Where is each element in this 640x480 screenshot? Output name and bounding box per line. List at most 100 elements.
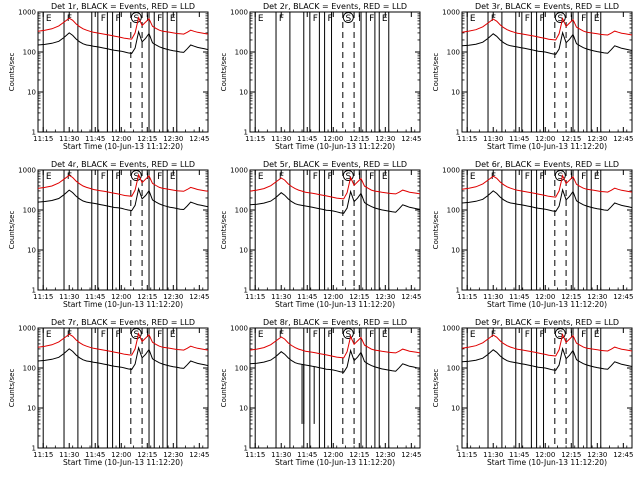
x-tick-label: 11:45 <box>509 451 529 459</box>
y-tick-label: 10 <box>451 405 460 413</box>
x-tick-label: 12:00 <box>111 135 131 143</box>
x-tick-label: 11:45 <box>85 135 105 143</box>
event-marker-label: E <box>170 330 176 340</box>
event-marker-label: E <box>258 330 264 340</box>
y-axis-label: Counts/sec <box>8 211 16 250</box>
y-tick-label: 10 <box>239 247 248 255</box>
x-tick-label: 11:30 <box>59 135 79 143</box>
plot-frame <box>37 327 209 449</box>
panel-1: Det 1r, BLACK = Events, RED = LLD 1 10 100 1… <box>8 2 209 151</box>
y-tick-label: 10 <box>27 405 36 413</box>
x-tick-label: 11:15 <box>33 135 53 143</box>
event-marker-label: F <box>525 14 530 24</box>
event-marker-label: F <box>115 330 120 340</box>
event-marker-label: F <box>581 330 586 340</box>
x-tick-label: 11:15 <box>457 293 477 301</box>
panel-7: Det 7r, BLACK = Events, RED = LLD 1 10 100 1… <box>8 318 209 467</box>
x-tick-label: 12:00 <box>323 451 343 459</box>
x-tick-label: 12:45 <box>613 135 633 143</box>
event-marker-label: I <box>358 14 361 24</box>
saa-circle <box>554 170 566 181</box>
x-tick-label: 11:15 <box>245 293 265 301</box>
event-marker-label: E <box>258 14 264 24</box>
x-axis-label: Start Time (10-Jun-13 11:12:20) <box>275 142 395 151</box>
y-tick-label: 1000 <box>230 325 248 333</box>
event-marker-label: E <box>258 172 264 182</box>
y-tick-label: 1000 <box>18 9 36 17</box>
y-tick-label: 1 <box>32 445 36 453</box>
y-tick-label: 100 <box>235 49 248 57</box>
plot-frame <box>461 11 633 133</box>
event-marker-label: F <box>539 172 544 182</box>
x-tick-label: 12:15 <box>137 293 157 301</box>
event-marker-label: E <box>594 14 600 24</box>
x-tick-label: 12:45 <box>189 135 209 143</box>
panel-title: Det 9r, BLACK = Events, RED = LLD <box>475 318 619 327</box>
event-marker-label: E <box>46 14 52 24</box>
x-tick-label: 11:15 <box>33 293 53 301</box>
x-tick-label: 12:15 <box>561 293 581 301</box>
x-tick-label: 12:00 <box>323 293 343 301</box>
event-marker-label: F <box>327 172 332 182</box>
event-marker-label: F <box>581 14 586 24</box>
event-marker-label: I <box>570 172 573 182</box>
event-marker-label: F <box>67 330 72 340</box>
x-tick-label: 12:15 <box>349 451 369 459</box>
event-marker-label: S <box>133 172 139 182</box>
event-marker-label: F <box>157 330 162 340</box>
x-tick-label: 12:00 <box>535 451 555 459</box>
series-lld <box>461 174 633 198</box>
event-marker-label: F <box>157 14 162 24</box>
x-axis-label: Start Time (10-Jun-13 11:12:20) <box>275 458 395 467</box>
series-events <box>37 29 209 54</box>
panel-title: Det 3r, BLACK = Events, RED = LLD <box>475 2 619 11</box>
event-marker-label: F <box>67 172 72 182</box>
x-tick-label: 12:00 <box>535 293 555 301</box>
y-axis-label: Counts/sec <box>220 211 228 250</box>
panel-title: Det 6r, BLACK = Events, RED = LLD <box>475 160 619 169</box>
panel-title: Det 5r, BLACK = Events, RED = LLD <box>263 160 407 169</box>
x-axis-label: Start Time (10-Jun-13 11:12:20) <box>275 300 395 309</box>
event-marker-label: E <box>594 330 600 340</box>
series-events <box>461 346 633 371</box>
event-marker-label: F <box>327 330 332 340</box>
x-tick-label: 11:15 <box>33 451 53 459</box>
x-tick-label: 12:15 <box>137 451 157 459</box>
event-marker-label: S <box>133 330 139 340</box>
x-tick-label: 12:00 <box>323 135 343 143</box>
x-axis-label: Start Time (10-Jun-13 11:12:20) <box>487 300 607 309</box>
x-tick-label: 12:00 <box>535 135 555 143</box>
plot-frame <box>37 11 209 133</box>
panel-2: Det 2r, BLACK = Events, RED = LLD 1 10 100 1… <box>220 2 421 151</box>
x-tick-label: 12:45 <box>401 451 421 459</box>
y-tick-label: 1000 <box>442 325 460 333</box>
x-tick-label: 11:30 <box>59 293 79 301</box>
series-lld <box>461 17 633 41</box>
x-tick-label: 11:45 <box>85 451 105 459</box>
saa-circle <box>130 170 142 181</box>
y-tick-label: 1000 <box>442 167 460 175</box>
event-marker-label: F <box>491 172 496 182</box>
x-tick-label: 11:45 <box>297 451 317 459</box>
y-tick-label: 1 <box>456 445 460 453</box>
x-tick-label: 11:30 <box>483 451 503 459</box>
event-marker-label: I <box>146 330 149 340</box>
plot-frame <box>461 169 633 291</box>
x-axis-label: Start Time (10-Jun-13 11:12:20) <box>487 142 607 151</box>
event-marker-label: S <box>557 330 563 340</box>
event-marker-label: F <box>313 330 318 340</box>
saa-circle <box>342 12 354 23</box>
x-tick-label: 12:15 <box>349 293 369 301</box>
x-tick-label: 12:15 <box>349 135 369 143</box>
y-tick-label: 1 <box>456 287 460 295</box>
x-tick-label: 11:45 <box>297 135 317 143</box>
plot-frame <box>249 11 421 133</box>
y-axis-label: Counts/sec <box>220 53 228 92</box>
x-tick-label: 12:45 <box>401 293 421 301</box>
event-marker-label: E <box>382 14 388 24</box>
panel-4: Det 4r, BLACK = Events, RED = LLD 1 10 100 1… <box>8 160 209 309</box>
x-tick-label: 12:30 <box>375 451 395 459</box>
event-marker-label: E <box>170 14 176 24</box>
series-lld <box>37 173 209 197</box>
